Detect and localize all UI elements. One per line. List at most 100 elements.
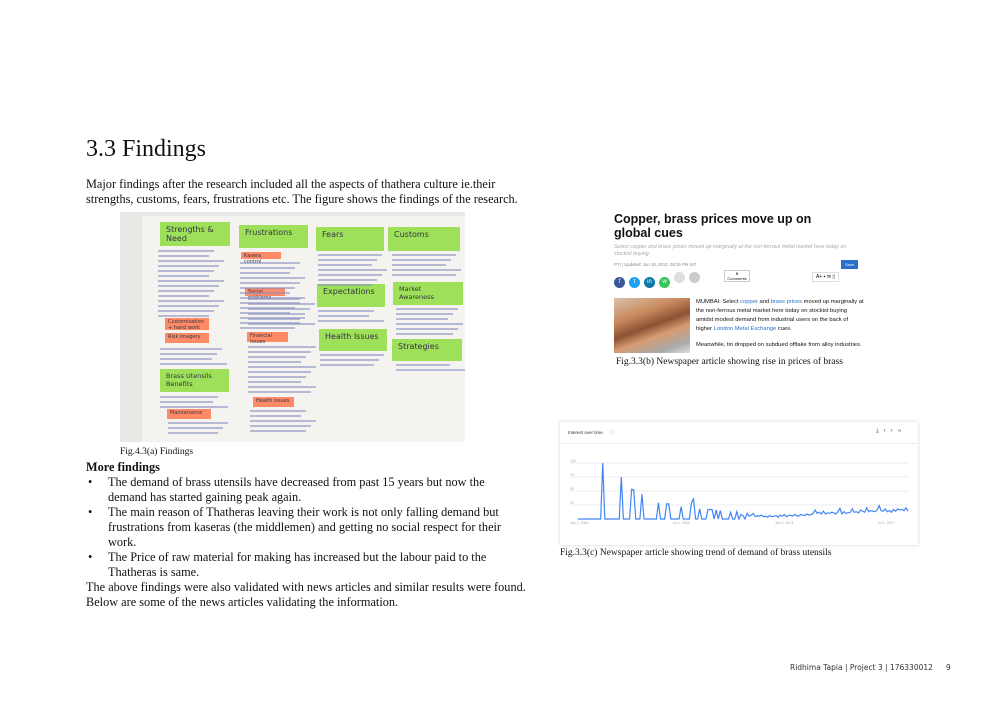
figure-a-caption: Fig.4.3(a) Findings [120,447,194,457]
list-item: The main reason of Thatheras leaving the… [86,505,526,550]
handwriting-line [248,371,311,373]
list-item: The demand of brass utensils have decrea… [86,475,526,505]
sticky-note: Expectations [317,284,385,307]
facebook-icon[interactable]: f [614,277,625,288]
embed-icon[interactable]: ‹› [883,428,898,434]
handwriting-line [158,255,209,257]
handwriting-line [158,300,224,302]
handwriting-line [160,406,228,408]
figure-c-caption: Fig.3.3(c) Newspaper article showing tre… [560,548,832,558]
handwriting-line [320,354,384,356]
handwriting-line [240,262,300,264]
handwriting-line [248,391,311,393]
comment-icon[interactable] [689,272,700,283]
sticky-note: Market Awareness [393,282,463,305]
article-byline: PTI | Updated: Jun 18, 2013, 05:25 PM IS… [614,262,697,267]
copper-link[interactable]: copper [740,299,758,305]
footer-text: Ridhima Tapia | Project 3 | 176330012 [790,663,933,672]
handwriting-line [318,284,372,286]
handwriting-line [248,356,306,358]
sticky-note: Frustrations [239,225,308,248]
linkedin-icon[interactable]: in [644,277,655,288]
copper-pipes-image [614,298,690,353]
sticky-note-orange: Maintenance [167,409,211,419]
handwriting-line [158,295,209,297]
handwriting-line [248,381,301,383]
share-icon[interactable] [674,272,685,283]
sticky-note-orange: Financial issues [247,332,288,345]
handwriting-line [396,369,465,371]
print-icon[interactable]: ▪ [823,274,826,280]
page-number: 9 [946,663,951,672]
y-tick-label: 100 [570,459,576,463]
download-icon[interactable]: ⤓ [875,428,884,434]
share-bar: f t in w 0 Comments Save A+ ▪ ✉ ▯ [614,260,864,288]
bookmark-icon[interactable]: ▯ [832,274,836,280]
y-tick-label: 50 [570,487,574,491]
sticky-note-orange: Customisation + hand work [165,318,209,331]
handwriting-line [318,269,387,271]
handwriting-line [248,351,311,353]
font-size-button[interactable]: A+ [816,274,823,280]
handwriting-line [158,315,209,317]
handwriting-line [250,415,301,417]
handwriting-line [396,364,450,366]
sticky-note: Strategies [392,339,462,361]
handwriting-line [240,277,305,279]
handwriting-line [248,361,301,363]
handwriting-line [158,280,224,282]
article-headline: Copper, brass prices move up on global c… [614,212,812,240]
share-icon[interactable]: ⋖ [897,428,906,434]
x-tick-label: Jan 1, 2004 [570,521,588,525]
findings-photo: Strengths & Need Frustrations Fears Cust… [120,212,465,442]
handwriting-line [158,270,214,272]
handwriting-line [396,323,463,325]
x-tick-label: Jan 1, 2013 [775,521,793,525]
comments-button[interactable]: 0 Comments [724,270,750,282]
closing-paragraph: The above findings were also validated w… [86,580,526,609]
handwriting-line [240,292,290,294]
sticky-note: Brass Utensils Benefits [160,369,229,392]
handwriting-line [396,333,453,335]
brass-prices-link[interactable]: brass prices [770,299,803,305]
handwriting-line [396,318,448,320]
handwriting-line [158,310,214,312]
handwriting-line [158,285,219,287]
handwriting-line [318,274,382,276]
handwriting-line [320,359,379,361]
handwriting-line [250,425,311,427]
handwriting-line [318,264,372,266]
handwriting-line [248,346,316,348]
handwriting-line [392,274,456,276]
handwriting-line [158,275,209,277]
handwriting-line [158,260,224,262]
handwriting-line [158,305,219,307]
chart-actions: ⤓‹›⋖ [876,428,906,435]
whatsapp-icon[interactable]: w [659,277,670,288]
handwriting-line [396,313,453,315]
handwriting-line [158,265,219,267]
handwriting-line [240,267,295,269]
handwriting-line [392,254,456,256]
handwriting-line [396,328,458,330]
handwriting-line [248,298,300,300]
twitter-icon[interactable]: t [629,277,640,288]
handwriting-line [248,313,305,315]
sticky-note-orange: Health issues [253,397,294,407]
handwriting-line [168,432,218,434]
handwriting-line [250,430,306,432]
more-findings-heading: More findings [86,460,160,474]
x-tick-label: Jul 1, 2008 [672,521,689,525]
handwriting-line [318,310,374,312]
article-body-2: Meanwhile, tin dropped on subdued offtak… [696,342,862,348]
trend-line [578,462,909,521]
lme-link[interactable]: London Metal Exchange [713,326,777,332]
save-button[interactable]: Save [841,260,859,269]
handwriting-line [248,308,310,310]
handwriting-line [392,264,446,266]
mail-icon[interactable]: ✉ [826,274,832,280]
trends-title: Interest over time [568,430,603,435]
handwriting-line [248,386,316,388]
help-icon[interactable]: ⓘ [610,430,616,436]
article-standfirst: Select copper and brass prices moved up … [614,244,847,257]
